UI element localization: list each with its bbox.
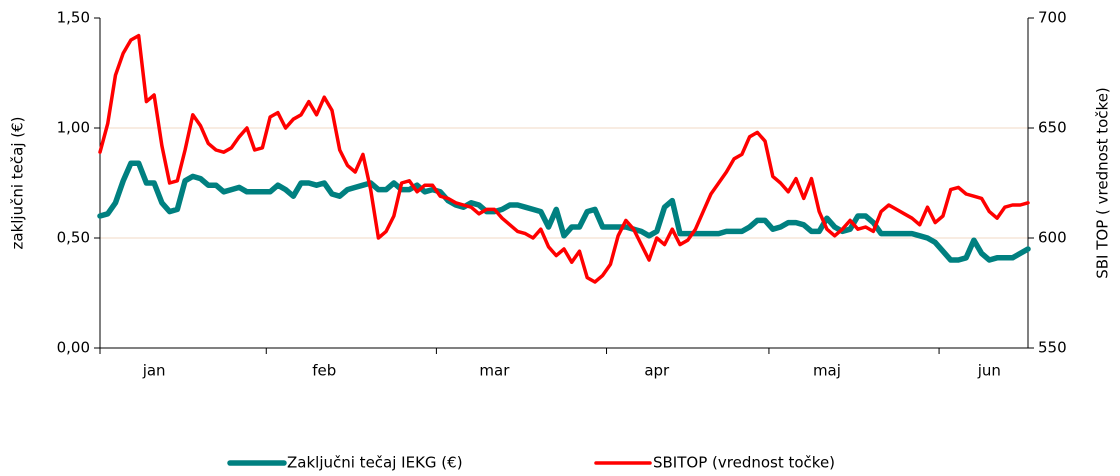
x-tick-label: jun — [977, 362, 1001, 380]
y2-tick-label: 600 — [1038, 229, 1067, 247]
y-tick-label: 1,50 — [57, 9, 90, 27]
x-tick-label: maj — [813, 362, 841, 380]
series-line — [97, 160, 1031, 263]
x-tick-label: feb — [312, 362, 336, 380]
x-tick-label: jan — [142, 362, 166, 380]
y-tick-label: 1,00 — [57, 119, 90, 137]
x-tick-label: mar — [479, 362, 510, 380]
y2-axis-title: SBI TOP ( vrednost točke) — [1094, 87, 1112, 279]
y2-tick-label: 650 — [1038, 119, 1067, 137]
y2-tick-label: 700 — [1038, 9, 1067, 27]
legend-label: Zaključni tečaj IEKG (€) — [287, 454, 463, 472]
series-line — [98, 33, 1030, 284]
x-tick-label: apr — [644, 362, 670, 380]
y-tick-label: 0,50 — [57, 229, 90, 247]
legend-label: SBITOP (vrednost točke) — [653, 454, 835, 472]
y2-tick-label: 550 — [1038, 339, 1067, 357]
y-axis-title: zaključni tečaj (€) — [9, 116, 27, 249]
y-tick-label: 0,00 — [57, 339, 90, 357]
